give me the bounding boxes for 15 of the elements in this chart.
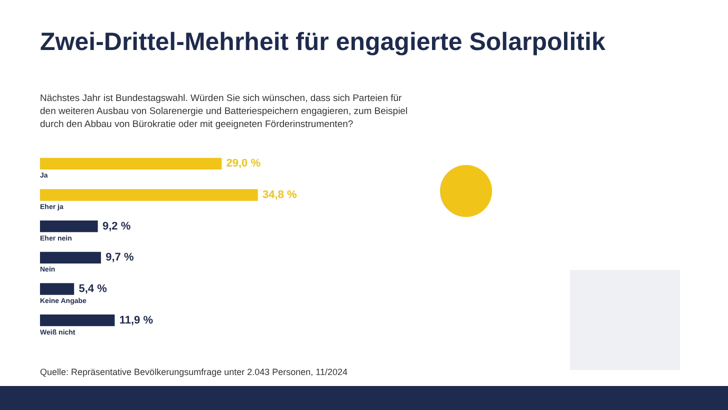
bar (40, 252, 101, 264)
data-label: 34,8 % (262, 189, 297, 202)
data-label: 5,4 % (78, 283, 108, 296)
bar (40, 283, 74, 295)
data-label: 9,2 % (102, 220, 131, 232)
bar (40, 189, 258, 201)
data-label: 9,7 % (106, 252, 134, 264)
chart-subtitle: Nächstes Jahr ist Bundestagswahl. Würden Sie sich wünschen, dass sich Parteien für den weiteren Ausbau von Solarenergie und Batteriespeichern engagieren, zum Beispiel durch den Abbau von Bürokratie oder mit geeigneten Förderinstrumenten? (40, 92, 409, 131)
data-label: 29,0 % (226, 158, 261, 170)
source-note: Quelle: Repräsentative Bevölkerungsumfrage unter 2.043 Personen, 11/2024 (40, 366, 349, 378)
text: Zwei-Drittel-Mehrheit für engagierte Solarpolitik (40, 28, 606, 57)
bar (40, 158, 222, 170)
data-label: 11,9 % (119, 314, 154, 326)
bar (40, 220, 98, 232)
bar (40, 314, 115, 326)
